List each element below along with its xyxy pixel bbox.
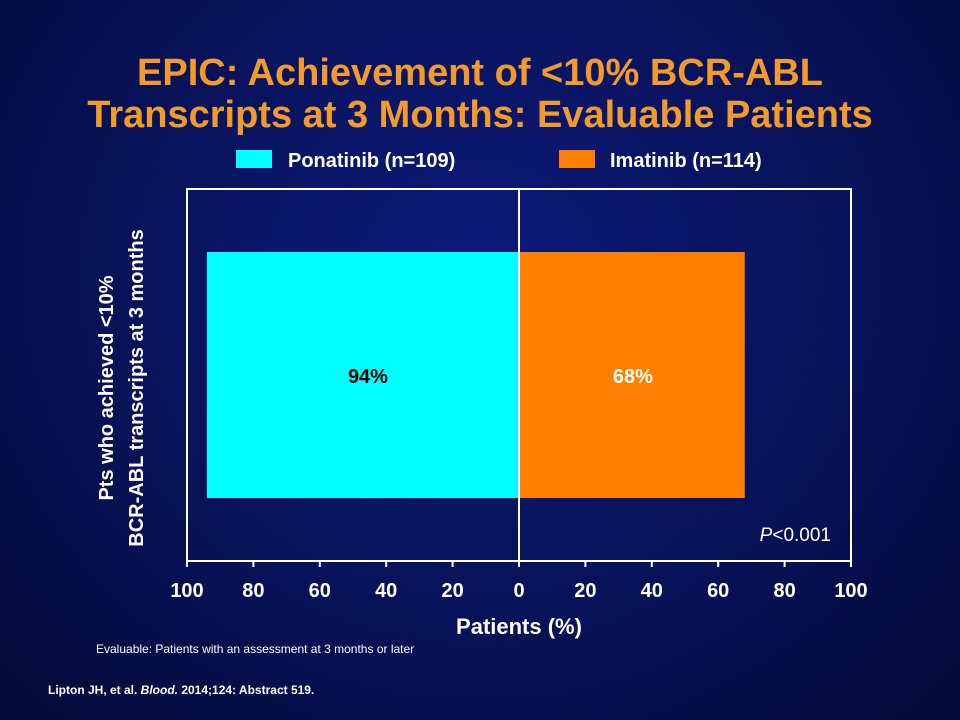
- slide-title: EPIC: Achievement of <10% BCR-ABL Transc…: [0, 52, 960, 136]
- title-line-2: Transcripts at 3 Months: Evaluable Patie…: [87, 94, 873, 136]
- citation-authors: Lipton JH, et al.: [48, 683, 141, 697]
- y-axis-label-line-2: BCR-ABL transcripts at 3 months: [126, 229, 148, 546]
- citation: Lipton JH, et al. Blood. 2014;124: Abstr…: [48, 683, 314, 697]
- legend-swatch-ponatinib: [236, 150, 272, 168]
- legend-label-imatinib: Imatinib (n=114): [610, 150, 762, 172]
- x-axis-label: Patients (%): [456, 614, 582, 639]
- p-value-annotation: P<0.001: [760, 525, 831, 546]
- bar-ponatinib: [206, 252, 520, 498]
- x-tick-label: 40: [641, 580, 663, 602]
- x-tick-label: 20: [574, 580, 596, 602]
- x-tick-label: 60: [309, 580, 331, 602]
- p-value-italic: P: [760, 525, 773, 546]
- data-label-imatinib: 68%: [613, 366, 653, 388]
- x-tick-label: 0: [513, 580, 524, 602]
- y-axis-label-line-1: Pts who achieved <10%: [96, 275, 118, 500]
- x-tick-label: 40: [375, 580, 397, 602]
- bar-imatinib: [519, 252, 745, 498]
- legend-label-ponatinib: Ponatinib (n=109): [288, 150, 455, 172]
- citation-journal: Blood.: [140, 683, 178, 697]
- x-tick-label: 60: [707, 580, 729, 602]
- legend-swatch-imatinib: [559, 150, 595, 168]
- x-tick-label: 80: [773, 580, 795, 602]
- x-tick-label: 100: [834, 580, 867, 602]
- citation-details: 2014;124: Abstract 519.: [178, 683, 315, 697]
- x-tick-label: 20: [441, 580, 463, 602]
- x-tick-label: 80: [242, 580, 264, 602]
- footnote: Evaluable: Patients with an assessment a…: [96, 642, 415, 656]
- title-line-1: EPIC: Achievement of <10% BCR-ABL: [137, 52, 823, 94]
- data-label-ponatinib: 94%: [348, 366, 388, 388]
- x-tick-label: 100: [170, 580, 203, 602]
- p-value-rest: <0.001: [772, 525, 831, 546]
